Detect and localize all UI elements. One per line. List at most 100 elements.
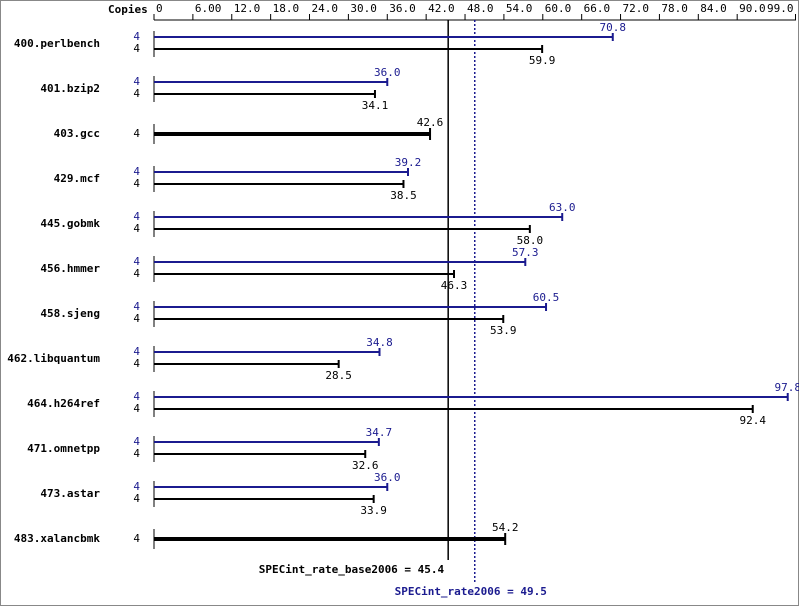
bar: [154, 498, 374, 500]
bar: [154, 396, 788, 398]
copies-label: 4: [133, 435, 140, 448]
x-tick-label: 99.0: [767, 2, 794, 15]
x-tick-label: 84.0: [700, 2, 727, 15]
bar: [154, 93, 375, 95]
bar: [154, 486, 388, 488]
bar: [154, 261, 526, 263]
bar: [154, 441, 379, 443]
bar: [154, 408, 753, 410]
value-label: 63.0: [549, 201, 576, 214]
copies-label: 4: [133, 312, 140, 325]
category-label: 462.libquantum: [7, 352, 100, 365]
copies-label: 4: [133, 42, 140, 55]
value-label: 57.3: [512, 246, 539, 259]
reference-label: SPECint_rate_base2006 = 45.4: [259, 563, 445, 576]
copies-label: 4: [133, 267, 140, 280]
value-label: 34.8: [366, 336, 393, 349]
copies-label: 4: [133, 255, 140, 268]
value-label: 92.4: [739, 414, 766, 427]
bar: [154, 81, 388, 83]
value-label: 28.5: [325, 369, 352, 382]
bar: [154, 318, 504, 320]
bar: [154, 183, 404, 185]
category-label: 445.gobmk: [40, 217, 100, 230]
axis-label: Copies: [108, 3, 148, 16]
value-label: 60.5: [533, 291, 560, 304]
value-label: 53.9: [490, 324, 517, 337]
x-tick-label: 60.0: [545, 2, 572, 15]
bar: [154, 228, 530, 230]
value-label: 33.9: [360, 504, 387, 517]
copies-label: 4: [133, 532, 140, 545]
copies-label: 4: [133, 447, 140, 460]
bar: [154, 537, 506, 541]
category-label: 403.gcc: [54, 127, 100, 140]
x-tick-label: 42.0: [428, 2, 455, 15]
x-tick-label: 48.0: [467, 2, 494, 15]
bar: [154, 363, 339, 365]
copies-label: 4: [133, 30, 140, 43]
value-label: 59.9: [529, 54, 556, 67]
copies-label: 4: [133, 402, 140, 415]
value-label: 97.8: [774, 381, 799, 394]
x-tick-label: 0: [156, 2, 163, 15]
copies-label: 4: [133, 357, 140, 370]
value-label: 46.3: [441, 279, 468, 292]
value-label: 36.0: [374, 471, 401, 484]
category-label: 401.bzip2: [40, 82, 100, 95]
bar: [154, 273, 455, 275]
value-label: 32.6: [352, 459, 379, 472]
value-label: 42.6: [417, 116, 444, 129]
value-label: 34.7: [366, 426, 393, 439]
value-label: 54.2: [492, 521, 519, 534]
value-label: 70.8: [600, 21, 627, 34]
copies-label: 4: [133, 75, 140, 88]
bar: [154, 453, 366, 455]
x-tick-label: 36.0: [389, 2, 416, 15]
category-label: 456.hmmer: [40, 262, 100, 275]
category-label: 400.perlbench: [14, 37, 100, 50]
bar: [154, 306, 547, 308]
value-label: 58.0: [517, 234, 544, 247]
value-label: 36.0: [374, 66, 401, 79]
bar: [154, 48, 543, 50]
category-label: 483.xalancbmk: [14, 532, 100, 545]
copies-label: 4: [133, 480, 140, 493]
copies-label: 4: [133, 87, 140, 100]
x-tick-label: 18.0: [273, 2, 300, 15]
copies-label: 4: [133, 177, 140, 190]
bar: [154, 36, 613, 38]
value-label: 39.2: [395, 156, 422, 169]
x-tick-label: 78.0: [661, 2, 688, 15]
copies-label: 4: [133, 222, 140, 235]
bar: [154, 216, 563, 218]
category-label: 429.mcf: [54, 172, 100, 185]
copies-label: 4: [133, 345, 140, 358]
bar: [154, 171, 409, 173]
x-tick-label: 30.0: [350, 2, 377, 15]
x-tick-label: 24.0: [312, 2, 339, 15]
category-label: 473.astar: [40, 487, 100, 500]
category-label: 464.h264ref: [27, 397, 100, 410]
copies-label: 4: [133, 492, 140, 505]
bar: [154, 132, 431, 136]
x-tick-label: 90.0: [739, 2, 766, 15]
reference-label: SPECint_rate2006 = 49.5: [395, 585, 547, 598]
copies-label: 4: [133, 390, 140, 403]
category-label: 458.sjeng: [40, 307, 100, 320]
category-label: 471.omnetpp: [27, 442, 100, 455]
x-tick-label: 66.0: [584, 2, 611, 15]
x-tick-label: 72.0: [623, 2, 650, 15]
x-tick-label: 12.0: [234, 2, 261, 15]
copies-label: 4: [133, 210, 140, 223]
copies-label: 4: [133, 300, 140, 313]
x-tick-label: 6.00: [195, 2, 222, 15]
bar: [154, 351, 380, 353]
copies-label: 4: [133, 165, 140, 178]
x-tick-label: 54.0: [506, 2, 532, 15]
value-label: 34.1: [362, 99, 389, 112]
copies-label: 4: [133, 127, 140, 140]
value-label: 38.5: [390, 189, 417, 202]
